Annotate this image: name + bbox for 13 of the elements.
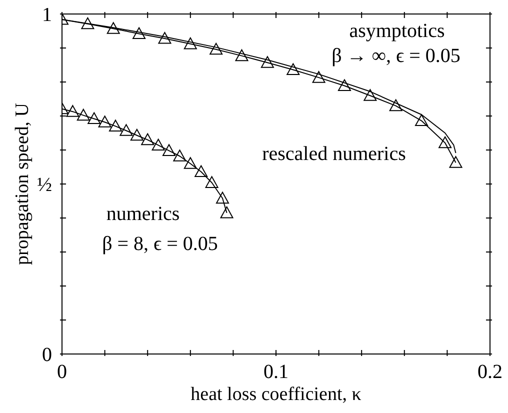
series-label: numerics xyxy=(106,203,180,225)
series-label: rescaled numerics xyxy=(262,143,406,165)
x-axis-title: heat loss coefficient, κ xyxy=(190,384,362,405)
x-tick-label: 0 xyxy=(57,361,67,383)
y-tick-label: 1 xyxy=(42,4,52,26)
x-tick-label: 0.2 xyxy=(478,361,502,383)
y-tick-label: 0 xyxy=(42,344,52,366)
legend-label: asymptotics xyxy=(349,20,445,42)
x-tick-label: 0.1 xyxy=(264,361,288,383)
y-axis-title: propagation speed, U xyxy=(12,102,33,265)
y-tick-label: ½ xyxy=(37,174,52,196)
annotation: β = 8, ϵ = 0.05 xyxy=(102,233,218,255)
annotation: β → ∞, ϵ = 0.05 xyxy=(332,45,460,67)
